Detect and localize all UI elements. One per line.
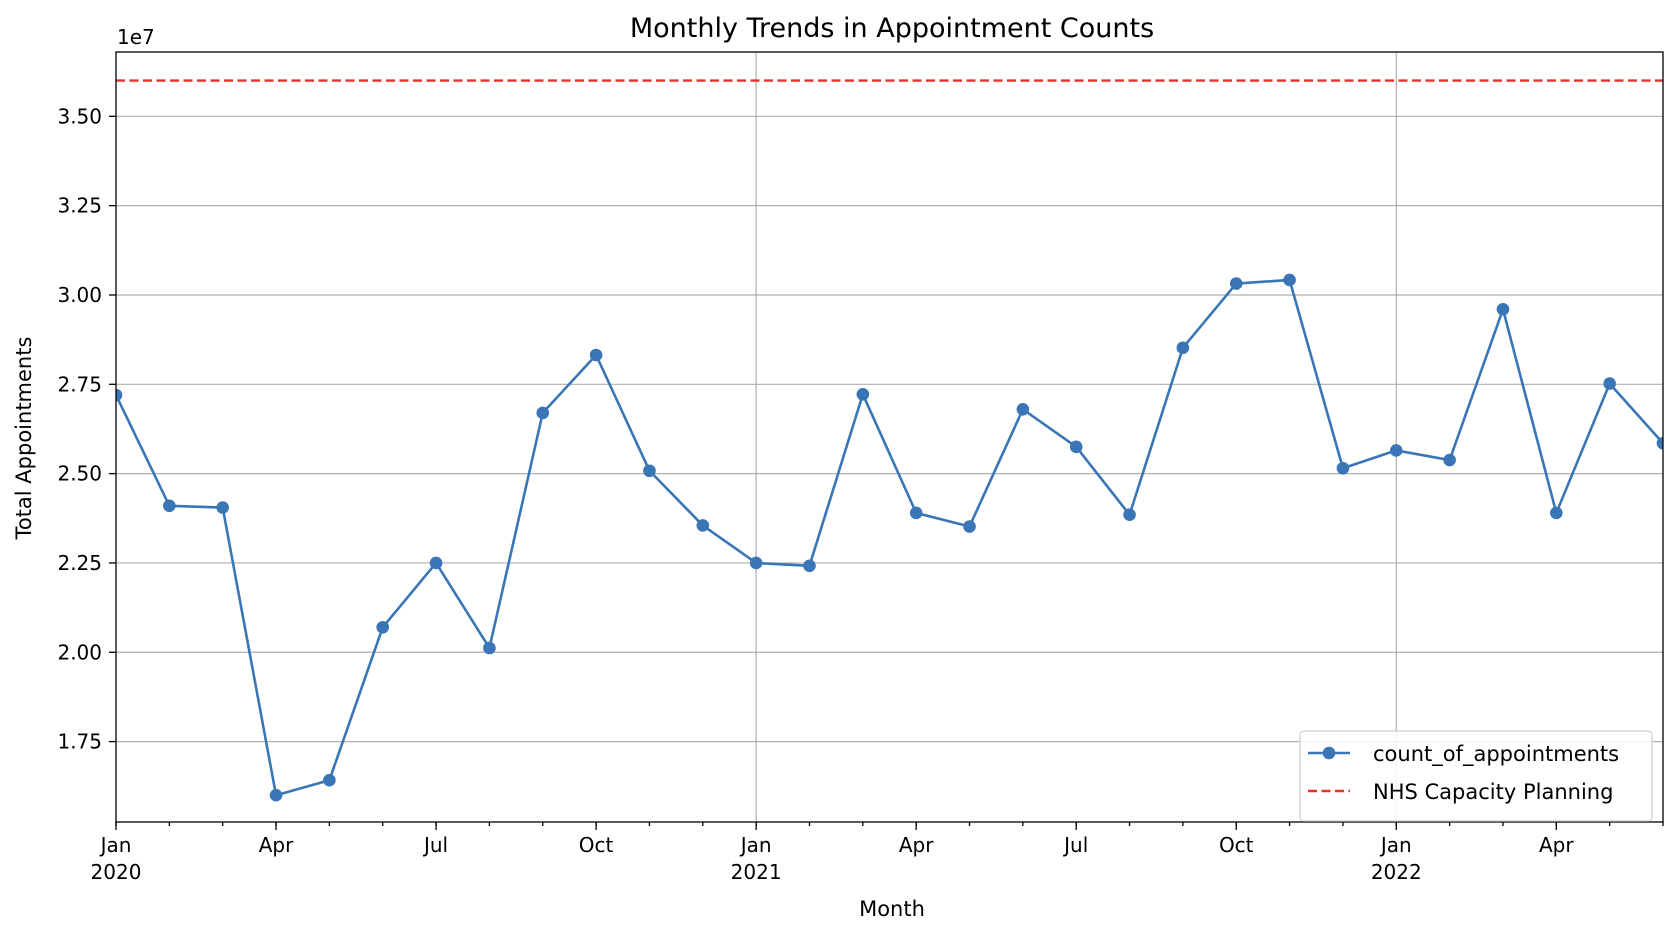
data-point	[116, 388, 123, 402]
x-tick-label: Oct	[579, 833, 614, 857]
data-point	[696, 519, 710, 532]
series-line	[116, 278, 1663, 797]
data-point	[856, 388, 870, 401]
x-tick-label: Jan	[99, 833, 132, 857]
x-tick-label: Apr	[899, 833, 934, 857]
legend-series-marker	[1322, 746, 1336, 760]
series-layer	[116, 273, 1663, 802]
data-point	[1496, 302, 1510, 316]
data-point	[323, 773, 336, 787]
x-tick-label: Apr	[1539, 833, 1574, 857]
data-point	[1069, 440, 1083, 454]
x-axis-label: Month	[859, 897, 925, 921]
y-tick-label: 2.25	[57, 551, 102, 575]
x-tick-year-label: 2022	[1371, 860, 1422, 884]
plot-frame	[115, 51, 1664, 823]
legend-entry-label: count_of_appointments	[1373, 742, 1619, 767]
data-point	[1603, 377, 1616, 390]
data-point	[1389, 444, 1403, 457]
y-axis-offset-label: 1e7	[117, 25, 155, 49]
data-point	[803, 559, 816, 573]
data-point	[1550, 506, 1563, 520]
data-point	[216, 501, 229, 514]
y-tick-label: 3.00	[57, 283, 102, 307]
y-tick-label: 2.50	[57, 462, 102, 486]
data-point	[376, 620, 390, 634]
x-tick-label: Jan	[1379, 833, 1412, 857]
y-axis-label: Total Appointments	[12, 337, 36, 541]
chart-title: Monthly Trends in Appointment Counts	[630, 13, 1154, 44]
data-point	[1016, 403, 1030, 416]
y-tick-label: 2.00	[57, 640, 102, 664]
y-tick-label: 1.75	[57, 730, 102, 754]
x-tick-year-label: 2021	[731, 860, 782, 884]
data-point	[589, 348, 603, 362]
data-point	[429, 556, 443, 570]
data-point	[269, 788, 283, 802]
axes-layer: 1.75 2.00 2.25 2.50 2.75 3.00 3.25 3.50 Jan 2020 A…	[57, 51, 1664, 884]
data-point	[1123, 508, 1136, 522]
y-tick-label: 2.75	[57, 372, 102, 396]
y-tick-label: 3.25	[57, 194, 102, 218]
data-point	[1336, 461, 1350, 475]
x-tick-label: Jan	[739, 833, 772, 857]
data-point	[163, 499, 176, 513]
data-point	[483, 641, 496, 655]
x-tick-year-label: 2020	[91, 860, 142, 884]
x-tick-label: Jul	[422, 833, 448, 857]
data-point	[1656, 436, 1663, 450]
data-point	[1283, 273, 1296, 287]
data-point	[963, 520, 976, 533]
data-point	[749, 556, 763, 570]
data-point	[536, 406, 550, 420]
x-tick-label: Jul	[1062, 833, 1088, 857]
grid-layer	[116, 52, 1663, 822]
data-point	[1443, 453, 1456, 467]
data-point	[909, 506, 923, 520]
legend-entry-label: NHS Capacity Planning	[1373, 780, 1613, 804]
x-tick-label: Oct	[1219, 833, 1254, 857]
x-tick-label: Apr	[259, 833, 294, 857]
data-point	[1176, 341, 1190, 355]
data-point	[1229, 277, 1243, 290]
legend-box	[1299, 730, 1653, 822]
y-tick-label: 3.50	[57, 104, 102, 128]
data-point	[643, 464, 656, 478]
legend: count_of_appointments NHS Capacity Planni…	[1299, 730, 1653, 822]
